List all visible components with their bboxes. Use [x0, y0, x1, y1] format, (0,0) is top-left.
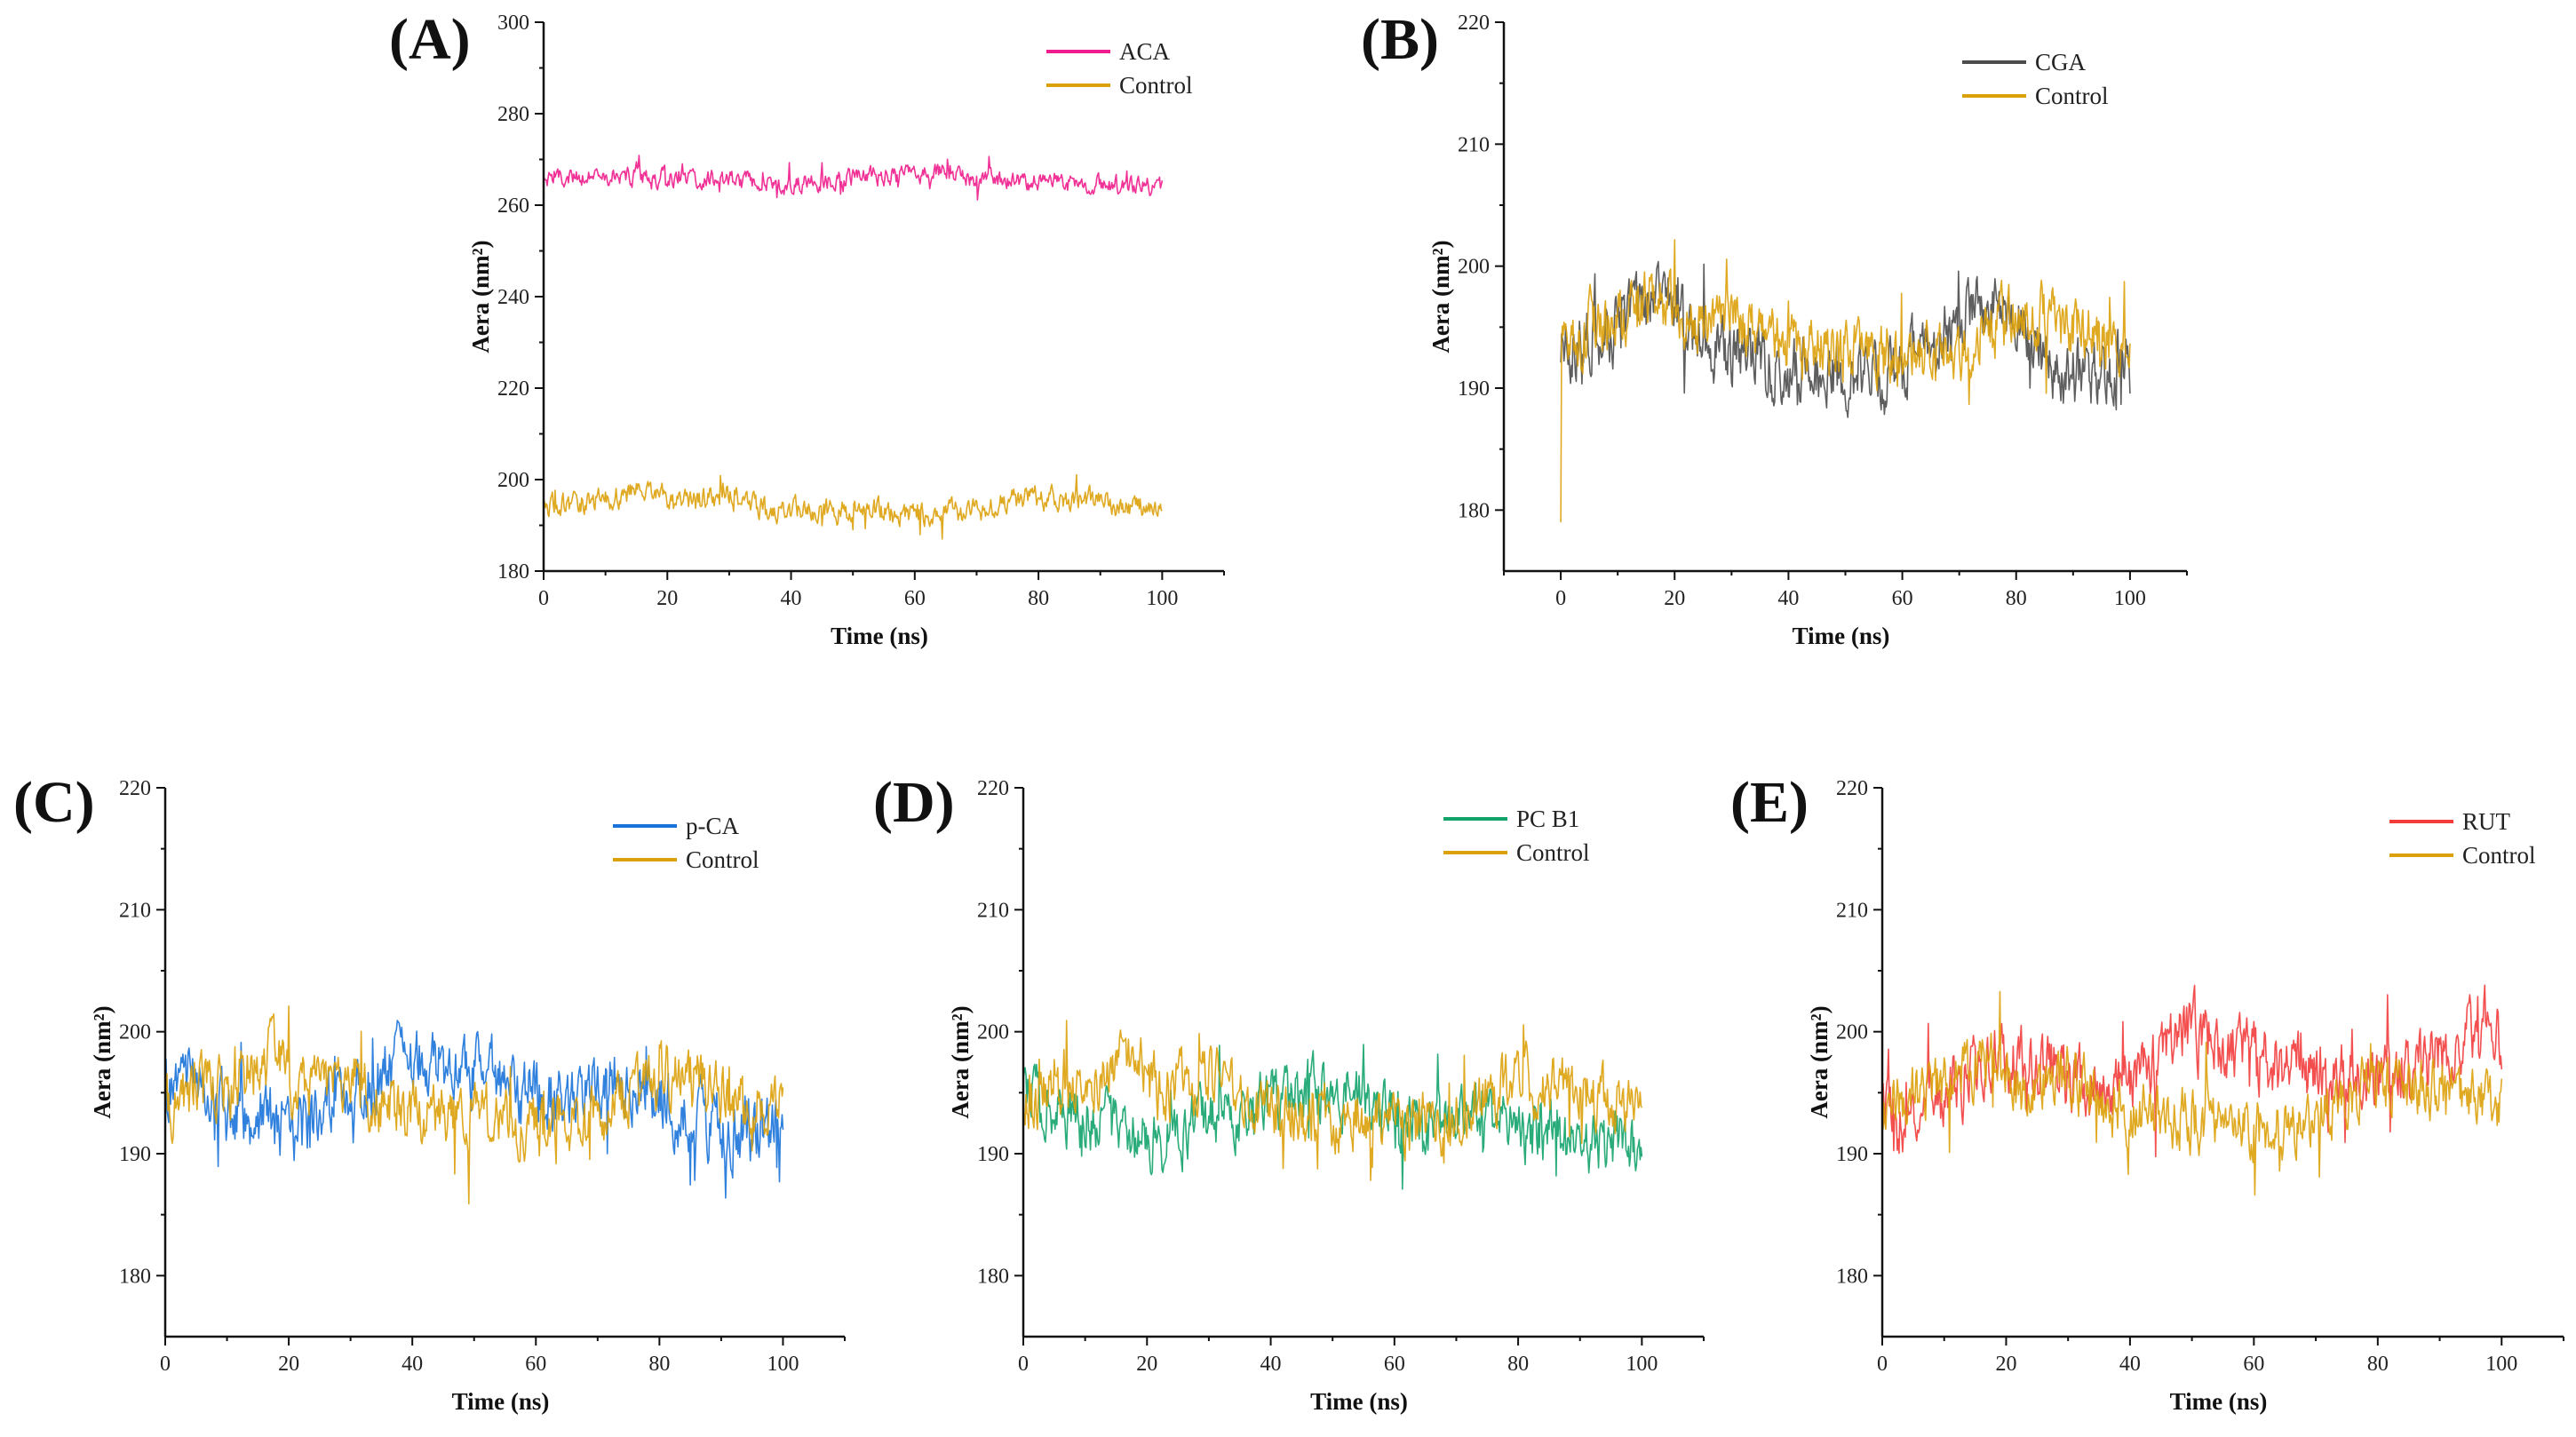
y-tick-label: 190: [977, 1143, 1009, 1166]
x-axis-title: Time (ns): [1310, 1388, 1408, 1415]
x-tick-label: 40: [1260, 1353, 1282, 1376]
series-line-control: [1881, 990, 2503, 1196]
series-line-p-ca: [164, 1020, 784, 1199]
panel-label: (A): [389, 7, 471, 72]
y-axis-title: Aera (nm²): [467, 240, 494, 353]
x-axis-title: Time (ns): [831, 623, 928, 649]
y-tick-label: 220: [1836, 777, 1868, 800]
panel-label: (E): [1730, 770, 1809, 835]
y-tick-label: 180: [119, 1265, 151, 1288]
y-axis-title: Aera (nm²): [89, 1005, 115, 1118]
x-axis-title: Time (ns): [452, 1388, 550, 1415]
y-tick-label: 220: [119, 777, 151, 800]
panel-label: (C): [13, 770, 95, 835]
x-tick-label: 60: [904, 587, 926, 610]
x-tick-label: 80: [1507, 1353, 1529, 1376]
y-tick-label: 210: [119, 899, 151, 922]
y-tick-label: 190: [1836, 1143, 1868, 1166]
y-tick-label: 210: [1458, 133, 1490, 156]
y-axis-title: Aera (nm²): [947, 1005, 974, 1118]
panel-label: (B): [1361, 7, 1439, 72]
x-tick-label: 100: [1146, 587, 1178, 610]
series-line-control: [543, 473, 1163, 540]
x-tick-label: 100: [2114, 587, 2146, 610]
legend-label: Control: [686, 846, 759, 873]
y-tick-label: 220: [497, 377, 529, 401]
legend-label: ACA: [1119, 38, 1171, 65]
y-tick-label: 220: [1458, 12, 1490, 35]
y-tick-label: 200: [497, 469, 529, 492]
x-tick-label: 100: [2485, 1353, 2517, 1376]
x-tick-label: 100: [1626, 1353, 1658, 1376]
y-tick-label: 240: [497, 286, 529, 309]
y-tick-label: 200: [1458, 256, 1490, 279]
y-tick-label: 180: [497, 560, 529, 584]
series-line-control: [1560, 239, 2131, 523]
y-tick-label: 180: [977, 1265, 1009, 1288]
legend-label: PC B1: [1516, 806, 1579, 832]
y-tick-label: 260: [497, 195, 529, 218]
y-tick-label: 300: [497, 12, 529, 35]
y-tick-label: 190: [1458, 377, 1490, 401]
chart-panel-a: 180 200 220 240 260 280 300 0 20 40 60 80 100 Time (n…: [389, 7, 1225, 649]
legend-label: CGA: [2035, 49, 2087, 75]
x-tick-label: 20: [1664, 587, 1685, 610]
legend-label: Control: [1516, 839, 1590, 866]
x-axis-title: Time (ns): [2170, 1388, 2268, 1415]
legend-label: p-CA: [686, 813, 740, 839]
x-tick-label: 40: [402, 1353, 423, 1376]
x-tick-label: 60: [1384, 1353, 1405, 1376]
legend-label: Control: [2462, 842, 2536, 869]
x-axis-title: Time (ns): [1793, 623, 1890, 649]
x-tick-label: 20: [278, 1353, 299, 1376]
x-tick-label: 40: [2119, 1353, 2141, 1376]
x-tick-label: 0: [1555, 587, 1566, 610]
y-tick-label: 180: [1458, 499, 1490, 522]
x-tick-label: 80: [2367, 1353, 2389, 1376]
y-tick-label: 180: [1836, 1265, 1868, 1288]
legend-label: Control: [2035, 83, 2109, 109]
y-axis-title: Aera (nm²): [1806, 1005, 1833, 1118]
y-tick-label: 200: [119, 1021, 151, 1044]
x-tick-label: 20: [1136, 1353, 1157, 1376]
x-tick-label: 60: [1892, 587, 1913, 610]
x-tick-label: 100: [767, 1353, 799, 1376]
x-tick-label: 20: [1995, 1353, 2016, 1376]
series-line-control: [164, 1005, 784, 1205]
x-tick-label: 0: [1877, 1353, 1888, 1376]
y-tick-label: 200: [977, 1021, 1009, 1044]
legend-label: Control: [1119, 72, 1193, 99]
x-tick-label: 40: [1777, 587, 1799, 610]
x-tick-label: 0: [160, 1353, 171, 1376]
x-tick-label: 80: [1028, 587, 1049, 610]
y-tick-label: 190: [119, 1143, 151, 1166]
series-line-control: [1022, 1020, 1643, 1181]
y-tick-label: 280: [497, 103, 529, 126]
x-tick-label: 60: [2243, 1353, 2264, 1376]
y-tick-label: 220: [977, 777, 1009, 800]
chart-panel-e: 180 190 200 210 220 0 20 40 60 80 100 Time (ns) Aera…: [1730, 770, 2564, 1415]
chart-panel-d: 180 190 200 210 220 0 20 40 60 80 100 Time (ns) Aera…: [873, 770, 1705, 1415]
x-tick-label: 80: [2006, 587, 2027, 610]
series-line-aca: [543, 155, 1164, 201]
series-line-pc-b1: [1022, 1044, 1643, 1190]
series-line-cga: [1560, 260, 2131, 418]
y-axis-title: Aera (nm²): [1427, 240, 1454, 353]
y-tick-label: 210: [977, 899, 1009, 922]
x-tick-label: 0: [1018, 1353, 1029, 1376]
x-tick-label: 0: [538, 587, 549, 610]
chart-panel-b: 180 190 200 210 220 0 20 40 60 80 100 Time (ns) Aera…: [1361, 7, 2188, 649]
chart-panel-c: 180 190 200 210 220 0 20 40 60 80 100 Time (ns) Aera…: [13, 770, 846, 1415]
x-tick-label: 80: [648, 1353, 670, 1376]
x-tick-label: 60: [525, 1353, 546, 1376]
panel-label: (D): [873, 770, 955, 835]
x-tick-label: 20: [656, 587, 678, 610]
x-tick-label: 40: [781, 587, 802, 610]
y-tick-label: 200: [1836, 1021, 1868, 1044]
legend-label: RUT: [2462, 808, 2511, 835]
y-tick-label: 210: [1836, 899, 1868, 922]
